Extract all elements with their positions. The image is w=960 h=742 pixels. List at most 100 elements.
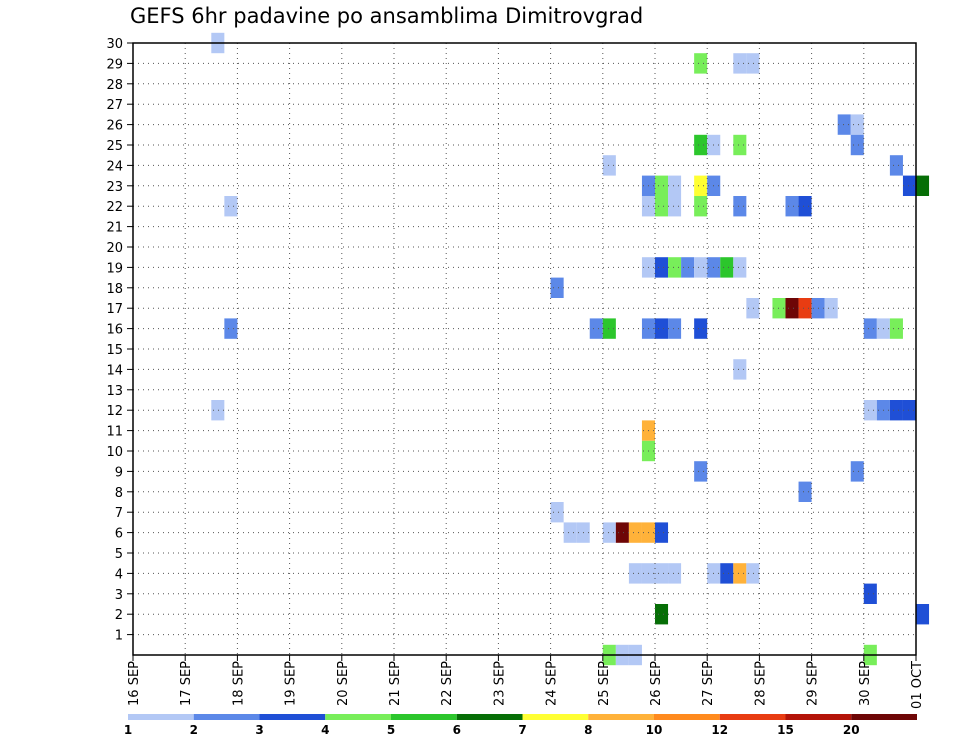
y-tick-label: 13	[106, 384, 123, 399]
colorbar-segment	[128, 714, 194, 720]
heatmap-cell	[889, 318, 903, 339]
heatmap-cell	[655, 522, 669, 543]
heatmap-cell	[668, 257, 682, 278]
colorbar-level-label: 15	[777, 723, 794, 737]
colorbar-level-label: 6	[453, 723, 461, 737]
heatmap-cell	[863, 583, 877, 604]
heatmap-cell	[668, 196, 682, 217]
x-tick-label: 28 SEP	[753, 661, 768, 706]
y-tick-label: 4	[115, 567, 123, 582]
heatmap-cell	[746, 563, 760, 584]
x-tick-label: 30 SEP	[858, 661, 873, 706]
y-tick-label: 22	[106, 200, 123, 215]
colorbar-segment	[588, 714, 654, 720]
x-tick-label: 21 SEP	[388, 661, 403, 706]
heatmap-cell	[615, 522, 629, 543]
x-tick-label: 29 SEP	[806, 661, 821, 706]
y-tick-label: 19	[106, 261, 123, 276]
colorbar-level-label: 3	[255, 723, 263, 737]
x-tick-label: 27 SEP	[701, 661, 716, 706]
heatmap-cell	[798, 196, 812, 217]
colorbar-segment	[259, 714, 326, 720]
heatmap-cell	[602, 522, 616, 543]
x-tick-label: 25 SEP	[597, 661, 612, 706]
heatmap-cell	[589, 318, 603, 339]
heatmap-cell	[694, 134, 708, 156]
heatmap-cell	[550, 277, 564, 298]
heatmap-cell	[694, 196, 708, 217]
heatmap-cell	[563, 522, 577, 543]
heatmap-cell	[733, 359, 747, 380]
heatmap-cell	[694, 53, 708, 74]
heatmap-cell	[694, 257, 708, 278]
y-tick-label: 15	[106, 343, 123, 358]
y-tick-label: 26	[106, 119, 123, 134]
x-tick-label: 24 SEP	[545, 661, 560, 706]
heatmap-cell	[602, 318, 616, 339]
heatmap-cell	[628, 522, 642, 543]
heatmap-cell	[211, 400, 225, 421]
heatmap-cell	[224, 318, 238, 339]
colorbar-segment	[851, 714, 917, 720]
y-tick-label: 18	[106, 282, 123, 297]
y-tick-label: 17	[106, 302, 123, 317]
y-tick-label: 21	[106, 221, 123, 236]
heatmap-cell	[902, 400, 916, 421]
colorbar-segment	[719, 714, 786, 720]
x-tick-label: 16 SEP	[127, 661, 142, 706]
y-tick-label: 24	[106, 159, 123, 174]
x-tick-label: 19 SEP	[284, 661, 299, 706]
colorbar-segment	[456, 714, 523, 720]
colorbar-segment	[522, 714, 589, 720]
heatmap-cell	[889, 400, 903, 421]
y-tick-label: 12	[106, 404, 123, 419]
heatmap-cell	[733, 257, 747, 278]
colorbar-level-label: 12	[711, 723, 728, 737]
heatmap-cell	[837, 114, 851, 135]
heatmap-cell	[798, 481, 812, 502]
y-tick-label: 9	[115, 465, 123, 480]
heatmap-cell	[902, 175, 916, 196]
heatmap-cell	[694, 461, 708, 482]
x-tick-label: 20 SEP	[336, 661, 351, 706]
y-tick-label: 2	[115, 608, 123, 623]
y-tick-label: 20	[106, 241, 123, 256]
heatmap-cell	[602, 155, 616, 176]
colorbar-level-label: 4	[321, 723, 329, 737]
colorbar-segment	[785, 714, 852, 720]
y-tick-label: 29	[106, 57, 123, 72]
heatmap-cell	[746, 53, 760, 74]
heatmap-cell	[889, 155, 903, 176]
x-tick-label: 01 OCT	[910, 661, 925, 709]
x-tick-label: 26 SEP	[649, 661, 664, 706]
heatmap-cell	[655, 318, 669, 339]
colorbar-segment	[193, 714, 260, 720]
heatmap-cell	[681, 257, 695, 278]
heatmap-cell	[655, 196, 669, 217]
colorbar-segment	[654, 714, 720, 720]
heatmap-cell	[798, 298, 812, 319]
colorbar-segment	[325, 714, 391, 720]
heatmap-cell	[668, 318, 682, 339]
heatmap-cell	[720, 563, 734, 584]
heatmap-cell	[655, 563, 669, 584]
colorbar-segment	[391, 714, 457, 720]
heatmap-cell	[824, 298, 838, 319]
heatmap-cell	[916, 175, 930, 196]
heatmap-cell	[668, 563, 682, 584]
heatmap-cell	[916, 604, 930, 625]
heatmap-cell	[694, 318, 708, 339]
y-tick-label: 11	[106, 425, 123, 440]
y-tick-label: 23	[106, 180, 123, 195]
y-tick-label: 7	[115, 506, 123, 521]
heatmap-cell	[694, 175, 708, 196]
colorbar-level-label: 20	[843, 723, 860, 737]
heatmap-cell	[550, 502, 564, 523]
heatmap-cell	[746, 298, 760, 319]
x-tick-label: 22 SEP	[440, 661, 455, 706]
heatmap-cell	[863, 318, 877, 339]
x-tick-label: 18 SEP	[231, 661, 246, 706]
heatmap-cell	[733, 53, 747, 74]
colorbar-level-label: 7	[518, 723, 526, 737]
